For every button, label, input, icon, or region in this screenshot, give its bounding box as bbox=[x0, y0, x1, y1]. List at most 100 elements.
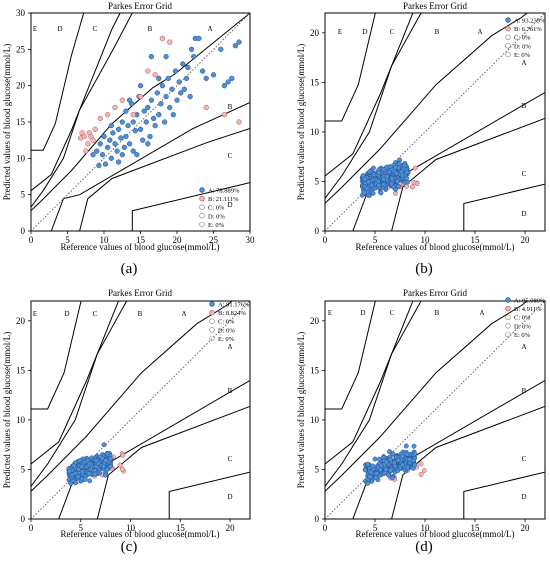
point-zone-a bbox=[137, 126, 144, 132]
legend-marker bbox=[199, 187, 205, 193]
point-zone-a bbox=[130, 148, 136, 154]
x-tick-label: 15 bbox=[471, 235, 481, 245]
point-zone-a bbox=[79, 469, 85, 475]
x-tick-label: 10 bbox=[126, 523, 136, 533]
point-zone-a bbox=[203, 75, 209, 82]
point-zone-b bbox=[85, 141, 91, 147]
y-tick-label: 20 bbox=[310, 28, 320, 38]
legend-entry: B: 21.111% bbox=[208, 196, 239, 203]
zone-line-5 bbox=[131, 182, 250, 231]
legend-entry: E: 0% bbox=[514, 52, 531, 59]
point-zone-b bbox=[92, 126, 98, 132]
x-tick-label: 0 bbox=[29, 235, 34, 245]
point-zone-b bbox=[167, 39, 173, 45]
point-zone-a bbox=[395, 457, 401, 463]
point-zone-a bbox=[391, 460, 397, 466]
point-zone-a bbox=[119, 152, 125, 158]
point-zone-a bbox=[87, 461, 93, 467]
x-tick-label: 0 bbox=[323, 235, 328, 245]
legend-marker bbox=[505, 17, 511, 23]
y-tick-label: 5 bbox=[315, 176, 320, 186]
zone-line-0 bbox=[31, 13, 250, 212]
y-axis-label: Predicted values of blood glucose(mmol/L… bbox=[2, 332, 12, 488]
region-label-A: A bbox=[477, 28, 482, 36]
point-zone-a bbox=[370, 463, 376, 469]
legend-marker bbox=[505, 51, 511, 58]
point-zone-a bbox=[372, 456, 378, 462]
data-points bbox=[77, 35, 242, 169]
identity-line bbox=[325, 301, 545, 519]
point-zone-a bbox=[180, 61, 186, 67]
y-tick-label: 25 bbox=[16, 44, 26, 54]
point-zone-a bbox=[85, 457, 91, 463]
point-zone-b bbox=[90, 137, 96, 143]
point-zone-a bbox=[367, 169, 373, 175]
zone-line-5 bbox=[463, 471, 545, 519]
point-zone-a bbox=[387, 449, 392, 455]
point-zone-b bbox=[236, 119, 242, 125]
point-zone-a bbox=[97, 141, 103, 147]
legend-marker bbox=[505, 34, 511, 40]
legend-entry: C: 0% bbox=[218, 319, 235, 326]
point-zone-a bbox=[412, 451, 418, 457]
x-tick-label: 25 bbox=[209, 235, 219, 245]
legend-marker bbox=[505, 43, 511, 49]
point-zone-a bbox=[137, 83, 144, 89]
legend-entry: C: 0% bbox=[208, 205, 225, 212]
region-label-C: C bbox=[522, 455, 527, 463]
point-zone-a bbox=[100, 463, 106, 469]
point-zone-b bbox=[119, 97, 125, 103]
point-zone-a bbox=[387, 164, 393, 170]
point-zone-a bbox=[183, 75, 190, 82]
zone-line-3 bbox=[79, 128, 250, 231]
region-label-D: D bbox=[227, 493, 232, 501]
point-zone-a bbox=[386, 169, 392, 175]
point-zone-a bbox=[167, 104, 173, 111]
zone-line-4 bbox=[31, 301, 119, 465]
point-zone-a bbox=[369, 182, 375, 188]
x-tick-label: 10 bbox=[100, 235, 110, 245]
region-label-C: C bbox=[93, 310, 98, 318]
point-zone-a bbox=[366, 179, 372, 185]
chart-title: Parkes Error Grid bbox=[108, 1, 172, 11]
x-axis-label: Reference values of blood glucose(mmol/L… bbox=[61, 242, 220, 252]
zone-line-6 bbox=[31, 13, 85, 151]
point-zone-a bbox=[370, 190, 376, 196]
zone-boundaries bbox=[325, 13, 545, 231]
zone-line-1 bbox=[352, 91, 545, 231]
x-tick-label: 20 bbox=[226, 523, 236, 533]
point-zone-a bbox=[145, 141, 151, 147]
point-zone-a bbox=[232, 43, 239, 49]
y-tick-label: 0 bbox=[315, 514, 320, 524]
point-zone-a bbox=[152, 122, 158, 129]
point-zone-b bbox=[392, 190, 398, 196]
region-label-B: B bbox=[522, 387, 527, 395]
y-tick-label: 0 bbox=[21, 226, 26, 236]
y-tick-label: 15 bbox=[310, 365, 320, 375]
point-zone-a bbox=[375, 178, 381, 184]
zone-line-3 bbox=[391, 405, 545, 519]
region-label-E: E bbox=[328, 309, 332, 317]
legend-entry: A: 93.239% bbox=[514, 18, 546, 25]
point-zone-a bbox=[221, 83, 228, 89]
point-zone-a bbox=[108, 122, 114, 129]
point-zone-a bbox=[96, 162, 102, 169]
point-zone-a bbox=[82, 476, 88, 482]
point-zone-a bbox=[388, 467, 394, 473]
point-zone-a bbox=[388, 457, 393, 463]
point-zone-a bbox=[389, 475, 395, 481]
point-zone-a bbox=[191, 53, 197, 60]
point-zone-a bbox=[384, 173, 390, 179]
point-zone-a bbox=[185, 64, 191, 71]
zone-line-6 bbox=[31, 301, 82, 410]
point-zone-a bbox=[393, 186, 399, 192]
point-zone-a bbox=[141, 108, 147, 114]
point-zone-a bbox=[104, 144, 111, 151]
legend-entry: C: 0% bbox=[514, 315, 531, 322]
point-zone-a bbox=[377, 456, 382, 462]
point-zone-b bbox=[409, 184, 415, 190]
y-tick-label: 10 bbox=[16, 415, 26, 425]
point-zone-a bbox=[400, 172, 405, 178]
point-zone-a bbox=[134, 152, 140, 158]
zone-line-4 bbox=[325, 13, 414, 177]
